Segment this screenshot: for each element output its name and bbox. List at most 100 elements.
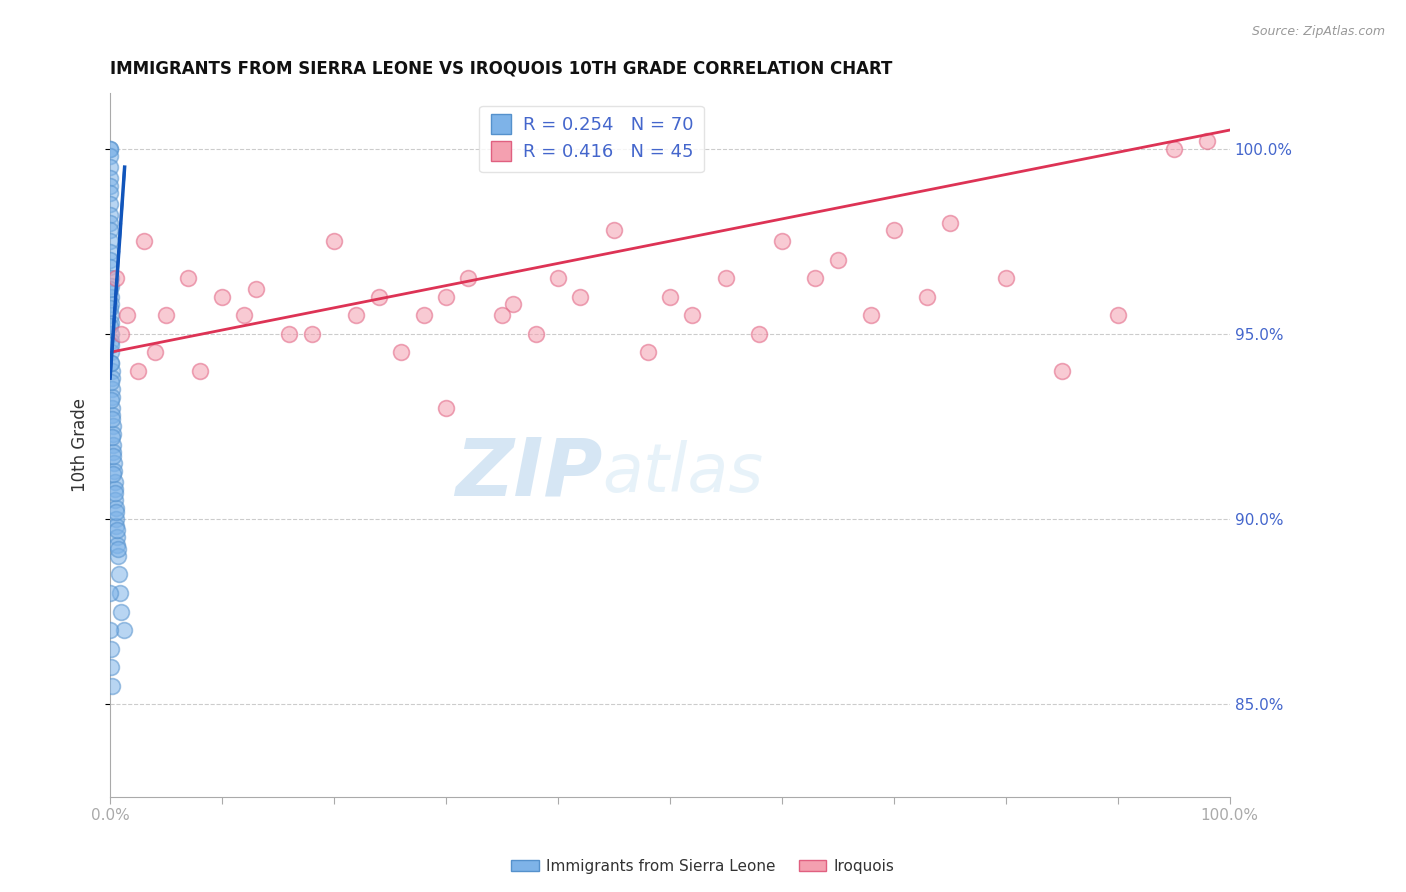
Point [105,538,128,552]
Point [100,393,122,408]
Point [98,252,121,267]
Point [323,234,346,248]
Point [103,445,125,459]
Point [155,308,177,322]
Point [502,297,524,311]
Point [569,290,592,304]
Point [233,308,256,322]
Point [104,271,127,285]
Point [100,290,122,304]
Point [104,500,127,515]
Point [524,326,547,341]
Point [301,326,323,341]
Point [103,456,125,470]
Point [98,197,121,211]
Point [107,549,129,563]
Point [98,208,121,222]
Point [98,282,121,296]
Point [188,364,211,378]
Point [115,308,138,322]
Point [100,660,122,674]
Point [110,605,132,619]
Point [101,430,124,444]
Point [177,271,200,285]
Point [804,271,827,285]
Point [100,271,122,285]
Point [100,382,122,396]
Point [103,464,125,478]
Point [101,419,124,434]
Point [100,641,122,656]
Point [100,356,122,370]
Point [143,345,166,359]
Point [1107,308,1129,322]
Text: atlas: atlas [603,440,763,506]
Point [98,586,121,600]
Point [104,504,127,518]
Point [547,271,569,285]
Point [105,531,128,545]
Point [127,364,149,378]
Point [98,178,121,193]
Point [100,334,122,348]
Point [278,326,301,341]
Point [98,186,121,200]
Point [681,308,703,322]
Point [98,160,121,174]
Point [98,142,121,156]
Point [211,290,233,304]
Point [104,493,127,508]
Point [110,326,132,341]
Point [104,512,127,526]
Point [917,290,939,304]
Point [100,412,122,426]
Point [389,345,412,359]
Text: ZIP: ZIP [456,434,603,512]
Point [98,245,121,260]
Point [434,401,457,415]
Point [98,216,121,230]
Point [1163,142,1185,156]
Point [132,234,155,248]
Point [108,586,131,600]
Point [1197,134,1219,148]
Point [105,519,128,533]
Point [994,271,1017,285]
Point [491,308,513,322]
Point [101,679,124,693]
Point [434,290,457,304]
Point [748,326,770,341]
Point [98,149,121,163]
Point [344,308,367,322]
Point [412,308,434,322]
Point [103,467,125,482]
Point [100,345,122,359]
Point [100,297,122,311]
Point [101,449,124,463]
Point [98,623,121,637]
Point [457,271,479,285]
Point [98,142,121,156]
Text: Source: ZipAtlas.com: Source: ZipAtlas.com [1251,25,1385,38]
Point [637,345,659,359]
Point [98,260,121,274]
Point [100,278,122,293]
Y-axis label: 10th Grade: 10th Grade [72,398,89,491]
Point [714,271,737,285]
Point [100,371,122,385]
Point [98,234,121,248]
Point [100,316,122,330]
Point [103,475,125,489]
Point [98,301,121,315]
Point [101,390,124,404]
Point [103,438,125,452]
Point [107,541,129,556]
Point [100,364,122,378]
Legend: Immigrants from Sierra Leone, Iroquois: Immigrants from Sierra Leone, Iroquois [505,853,901,880]
Point [108,567,131,582]
Point [827,252,849,267]
Point [939,216,962,230]
Point [100,338,122,352]
Point [1050,364,1073,378]
Legend: R = 0.254   N = 70, R = 0.416   N = 45: R = 0.254 N = 70, R = 0.416 N = 45 [479,105,704,172]
